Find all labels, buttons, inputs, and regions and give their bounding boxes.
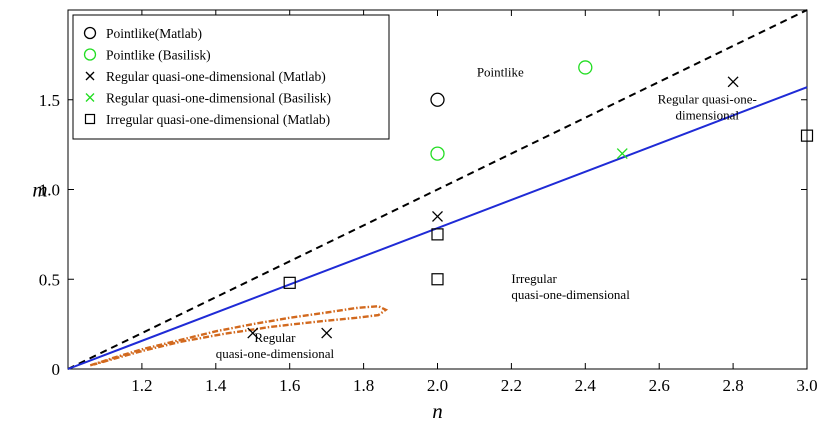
data-point-square bbox=[283, 276, 296, 289]
x-marker-stroke bbox=[85, 93, 95, 102]
legend-entry: Pointlike (Basilisk) bbox=[106, 48, 211, 63]
x-axis-label: n bbox=[432, 399, 443, 423]
legend-box bbox=[72, 14, 390, 140]
x-tick-label: 2.2 bbox=[501, 376, 522, 395]
data-point-square bbox=[800, 129, 814, 142]
x-marker-stroke bbox=[321, 327, 333, 339]
legend-marker-circle bbox=[83, 48, 97, 61]
x-marker-stroke bbox=[727, 76, 739, 88]
data-point-square bbox=[431, 228, 444, 241]
x-tick-label: 1.4 bbox=[205, 376, 227, 395]
data-point-circle bbox=[430, 92, 445, 107]
region-annotation-line: Irregular bbox=[511, 271, 557, 286]
x-marker-stroke bbox=[616, 148, 628, 160]
region-annotation-line: Regular bbox=[254, 330, 296, 345]
data-point-x bbox=[616, 148, 628, 160]
x-tick-label: 1.6 bbox=[279, 376, 300, 395]
y-tick-label: 0 bbox=[52, 360, 61, 379]
y-tick-label: 1.0 bbox=[39, 181, 60, 200]
data-point-circle bbox=[578, 60, 593, 75]
data-point-x bbox=[727, 76, 739, 88]
legend-entry: Pointlike(Matlab) bbox=[106, 26, 202, 41]
dashed-line bbox=[67, 9, 808, 370]
data-point-x bbox=[247, 327, 259, 339]
legend-entry: Regular quasi-one-dimensional (Basilisk) bbox=[106, 91, 331, 106]
x-tick-label: 2.0 bbox=[427, 376, 448, 395]
x-tick-label: 2.6 bbox=[649, 376, 670, 395]
x-marker-stroke bbox=[432, 210, 443, 222]
data-point-x bbox=[432, 210, 443, 222]
region-annotation-line: dimensional bbox=[675, 107, 739, 122]
data-point-square bbox=[431, 273, 444, 286]
x-tick-label: 1.2 bbox=[131, 376, 152, 395]
legend-marker-circle bbox=[83, 26, 97, 40]
region-annotation: Regular quasi-one-dimensional bbox=[216, 330, 335, 361]
x-marker-stroke bbox=[247, 327, 259, 339]
x-tick-label: 2.8 bbox=[722, 376, 743, 395]
region-annotation: Regular quasi-one-dimensional bbox=[658, 91, 757, 122]
region-annotation: Irregular quasi-one-dimensional bbox=[511, 271, 630, 302]
x-tick-label: 1.8 bbox=[353, 376, 374, 395]
x-marker-stroke bbox=[85, 71, 95, 81]
region-annotation-line: quasi-one-dimensional bbox=[216, 346, 335, 361]
region-annotation-line: quasi-one-dimensional bbox=[511, 287, 630, 302]
y-axis-label: m bbox=[32, 178, 47, 202]
data-point-circle bbox=[430, 146, 445, 161]
legend-marker-x bbox=[85, 93, 95, 102]
y-tick-label: 0.5 bbox=[39, 270, 60, 289]
region-annotation-line: Regular quasi-one- bbox=[658, 91, 757, 106]
legend-entry: Regular quasi-one-dimensional (Matlab) bbox=[106, 69, 326, 84]
legend-marker-square bbox=[84, 113, 96, 125]
data-point-x bbox=[321, 327, 333, 339]
legend-entry: Irregular quasi-one-dimensional (Matlab) bbox=[106, 112, 330, 127]
region-annotation-line: Pointlike bbox=[477, 64, 524, 79]
dash-dot-curve bbox=[89, 304, 389, 367]
x-tick-label: 3.0 bbox=[796, 376, 817, 395]
solid-line bbox=[67, 86, 808, 370]
legend-marker-x bbox=[85, 71, 95, 81]
y-tick-label: 1.5 bbox=[39, 91, 60, 110]
x-tick-label: 2.4 bbox=[575, 376, 597, 395]
region-annotation: Pointlike bbox=[477, 64, 524, 79]
